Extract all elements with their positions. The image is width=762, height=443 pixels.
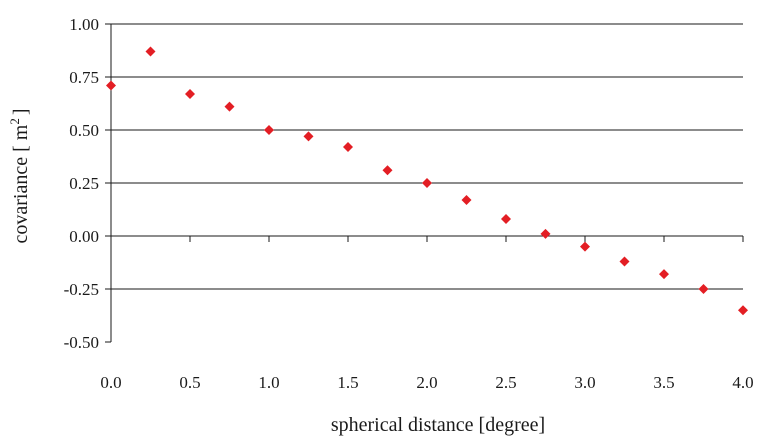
data-point-diamond <box>382 165 393 176</box>
x-tick-label: 0.5 <box>179 373 200 392</box>
data-point-diamond <box>501 214 511 225</box>
y-axis-title: covariance [ m2] <box>7 109 32 244</box>
y-axis-title-end: ] <box>10 109 32 116</box>
data-point-diamond <box>264 125 274 135</box>
y-tick-label: -0.25 <box>64 280 99 299</box>
x-tick-label: 4.0 <box>732 373 753 392</box>
y-axis-title-superscript: 2 <box>7 118 22 125</box>
data-point-diamond <box>303 131 314 142</box>
y-tick-label: -0.50 <box>64 333 99 352</box>
data-point-diamond <box>224 101 235 112</box>
data-point-diamond <box>698 284 709 294</box>
y-tick-label: 0.50 <box>69 121 99 140</box>
data-point-diamond <box>343 141 353 152</box>
data-point-diamond <box>461 194 472 205</box>
y-tick-label: 0.25 <box>69 174 99 193</box>
x-tick-label: 1.0 <box>258 373 279 392</box>
data-point-diamond <box>185 88 195 99</box>
x-tick-label: 1.5 <box>337 373 358 392</box>
x-tick-label: 3.5 <box>653 373 674 392</box>
data-point-diamond <box>106 80 116 91</box>
x-tick-label: 0.0 <box>100 373 121 392</box>
y-axis-title-main: covariance [ m <box>10 124 32 243</box>
axes <box>105 23 744 343</box>
x-axis-title: spherical distance [degree] <box>331 414 545 436</box>
y-tick-label: 0.75 <box>69 68 99 87</box>
data-point-diamond <box>738 305 748 316</box>
y-tick-label: 1.00 <box>69 15 99 34</box>
data-point-diamond <box>540 228 551 239</box>
data-point-diamond <box>145 46 156 57</box>
data-points <box>106 46 748 316</box>
x-tick-labels: 0.0 0.5 1.0 1.5 2.0 2.5 3.0 3.5 4.0 <box>100 373 753 392</box>
data-point-diamond <box>422 178 432 188</box>
data-point-diamond <box>619 256 630 267</box>
data-point-diamond <box>580 241 590 252</box>
x-tick-label: 2.5 <box>495 373 516 392</box>
x-tick-label: 2.0 <box>416 373 437 392</box>
y-tick-label: 0.00 <box>69 227 99 246</box>
data-point-diamond <box>659 269 669 280</box>
gridlines <box>111 23 743 290</box>
y-tick-labels: 1.00 0.75 0.50 0.25 0.00 -0.25 -0.50 <box>64 15 99 352</box>
x-tick-label: 3.0 <box>574 373 595 392</box>
